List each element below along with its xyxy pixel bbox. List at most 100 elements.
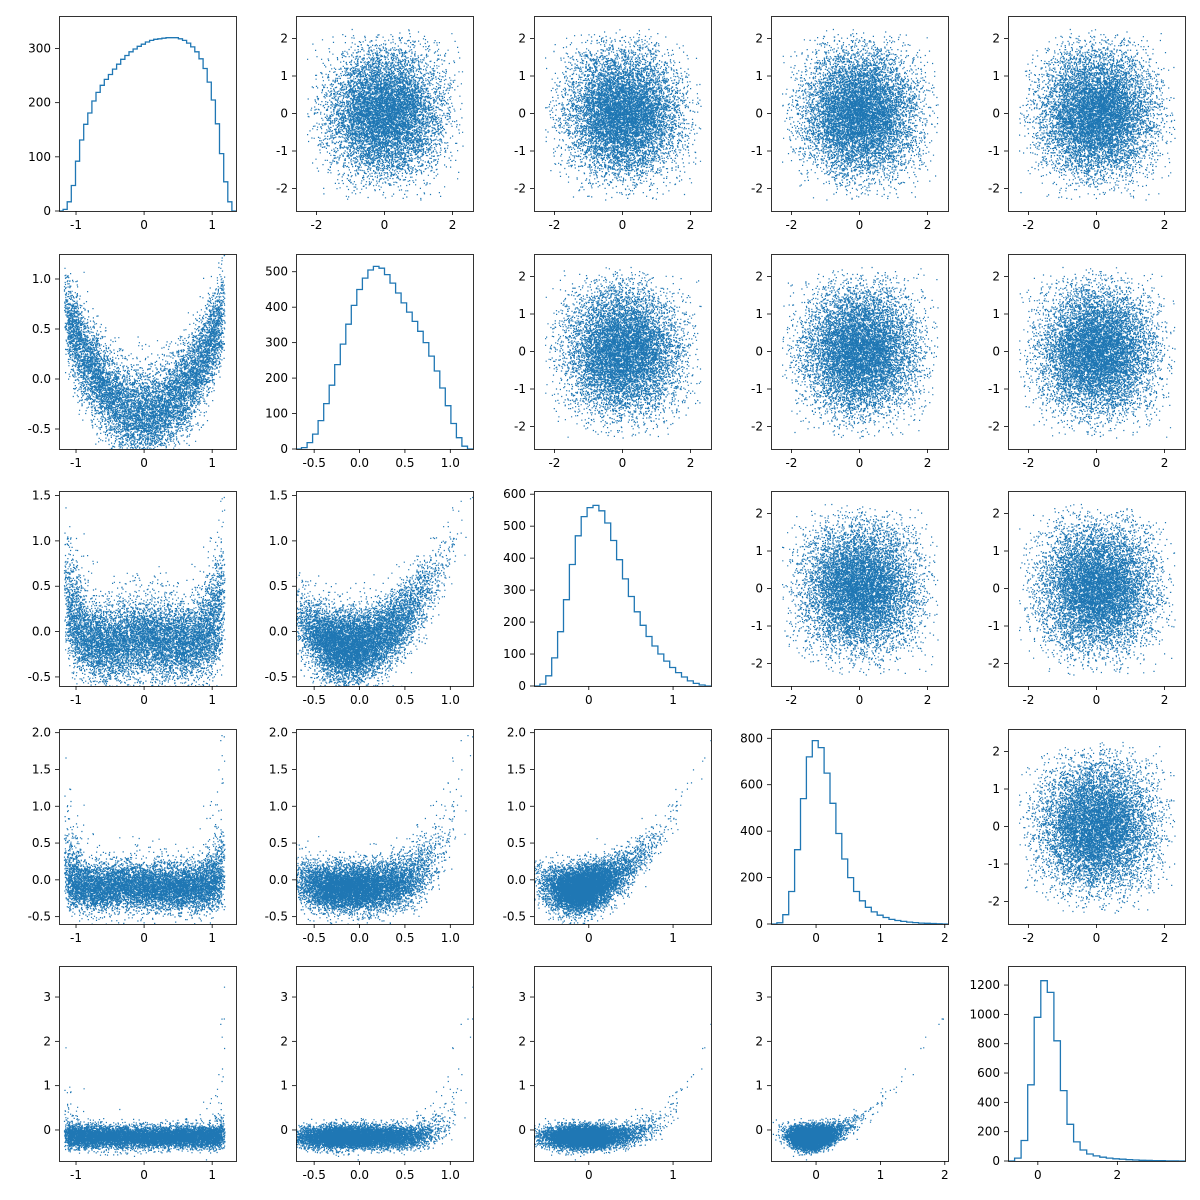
y-tick-label: 2 bbox=[280, 32, 288, 46]
x-tick-label: 0.5 bbox=[395, 693, 414, 707]
y-tick-label: -1 bbox=[988, 382, 1000, 396]
y-tick-label: 1200 bbox=[969, 978, 1000, 992]
y-tick-label: -2 bbox=[751, 182, 763, 196]
plot-area bbox=[771, 741, 948, 924]
y-tick-label: -0.5 bbox=[265, 670, 288, 684]
plot-area bbox=[64, 987, 226, 1161]
histogram-step-line bbox=[1008, 981, 1185, 1161]
x-tick-label: 1 bbox=[669, 1168, 677, 1182]
y-tick-label: 1.5 bbox=[507, 762, 526, 776]
x-tick-label: 0.0 bbox=[350, 456, 369, 470]
y-tick-label: 2 bbox=[992, 270, 1000, 284]
x-tick-label: 1 bbox=[208, 931, 216, 945]
y-tick-label: 0.5 bbox=[507, 836, 526, 850]
x-tick-label: -1 bbox=[70, 931, 82, 945]
x-tick-label: 1 bbox=[669, 931, 677, 945]
axes-frame bbox=[1009, 967, 1186, 1162]
x-tick-label: 0 bbox=[619, 456, 627, 470]
y-tick-label: 2.0 bbox=[32, 726, 51, 740]
y-tick-label: 200 bbox=[265, 371, 288, 385]
x-tick-label: 0 bbox=[140, 1168, 148, 1182]
y-tick-label: -1 bbox=[751, 619, 763, 633]
y-tick-label: 2 bbox=[755, 1034, 763, 1048]
y-tick-label: 2 bbox=[280, 1034, 288, 1048]
x-tick-label: 1.0 bbox=[441, 1168, 460, 1182]
x-tick-label: 0.0 bbox=[350, 1168, 369, 1182]
y-tick-label: 1 bbox=[755, 69, 763, 83]
y-tick-label: 1 bbox=[518, 69, 526, 83]
plot-area bbox=[534, 505, 711, 686]
x-tick-label: -0.5 bbox=[302, 693, 325, 707]
y-tick-label: 800 bbox=[977, 1037, 1000, 1051]
x-tick-label: -2 bbox=[1022, 218, 1034, 232]
y-tick-label: 2 bbox=[992, 745, 1000, 759]
x-tick-label: 1.0 bbox=[441, 456, 460, 470]
y-tick-label: 300 bbox=[265, 336, 288, 350]
y-tick-label: 1 bbox=[280, 1079, 288, 1093]
x-tick-label: 0.0 bbox=[350, 931, 369, 945]
y-tick-label: 3 bbox=[280, 990, 288, 1004]
y-tick-label: -1 bbox=[751, 144, 763, 158]
y-tick-label: 0.5 bbox=[269, 836, 288, 850]
y-tick-label: 0 bbox=[755, 582, 763, 596]
y-tick-label: -2 bbox=[751, 657, 763, 671]
y-tick-label: 0 bbox=[43, 1123, 51, 1137]
x-tick-label: 2 bbox=[924, 456, 932, 470]
scatter-points bbox=[64, 987, 226, 1161]
y-tick-label: 300 bbox=[28, 42, 51, 56]
scatter-points bbox=[545, 267, 702, 439]
y-tick-label: -2 bbox=[276, 182, 288, 196]
y-tick-label: 0 bbox=[280, 442, 288, 456]
y-tick-label: -2 bbox=[514, 182, 526, 196]
x-tick-label: 0 bbox=[619, 218, 627, 232]
y-tick-label: 1.5 bbox=[32, 489, 51, 503]
y-tick-label: 1.0 bbox=[507, 799, 526, 813]
y-tick-label: 1.0 bbox=[32, 534, 51, 548]
x-tick-label: -2 bbox=[548, 218, 560, 232]
x-tick-label: 0.0 bbox=[350, 693, 369, 707]
x-tick-label: 0 bbox=[856, 693, 864, 707]
y-tick-label: 0 bbox=[992, 107, 1000, 121]
y-tick-label: 1.5 bbox=[32, 762, 51, 776]
x-tick-label: 0 bbox=[140, 931, 148, 945]
y-tick-label: -2 bbox=[751, 420, 763, 434]
y-tick-label: 200 bbox=[977, 1125, 1000, 1139]
y-tick-label: -2 bbox=[988, 182, 1000, 196]
x-tick-label: 1 bbox=[208, 218, 216, 232]
y-tick-label: 600 bbox=[740, 778, 763, 792]
x-tick-label: 2 bbox=[1161, 218, 1169, 232]
y-tick-label: 1.0 bbox=[269, 534, 288, 548]
y-tick-label: 1 bbox=[992, 307, 1000, 321]
plot-area bbox=[782, 29, 939, 201]
plot-area bbox=[545, 29, 702, 201]
x-tick-label: 2 bbox=[1114, 1168, 1122, 1182]
panel-p31: -0.5 0.0 0.5 1.0-0.50.00.51.01.52.0 bbox=[265, 726, 474, 945]
plot-area bbox=[1019, 742, 1176, 914]
y-tick-label: 1 bbox=[755, 1079, 763, 1093]
x-tick-label: 2 bbox=[924, 693, 932, 707]
scatter-points bbox=[307, 29, 464, 201]
y-tick-label: 0.0 bbox=[269, 625, 288, 639]
y-tick-label: 2 bbox=[992, 507, 1000, 521]
y-tick-label: -1 bbox=[988, 619, 1000, 633]
y-tick-label: 0 bbox=[992, 345, 1000, 359]
x-tick-label: 0 bbox=[812, 1168, 820, 1182]
plot-area bbox=[534, 1024, 712, 1161]
x-tick-label: 0 bbox=[585, 1168, 593, 1182]
y-tick-label: 2.0 bbox=[507, 726, 526, 740]
y-tick-label: 100 bbox=[503, 647, 526, 661]
y-tick-label: -0.5 bbox=[28, 910, 51, 924]
panel-p21: -0.5 0.0 0.5 1.0-0.50.00.51.01.5 bbox=[265, 489, 474, 707]
y-tick-label: 0 bbox=[755, 917, 763, 931]
y-tick-label: 2 bbox=[755, 507, 763, 521]
y-tick-label: 2 bbox=[755, 270, 763, 284]
